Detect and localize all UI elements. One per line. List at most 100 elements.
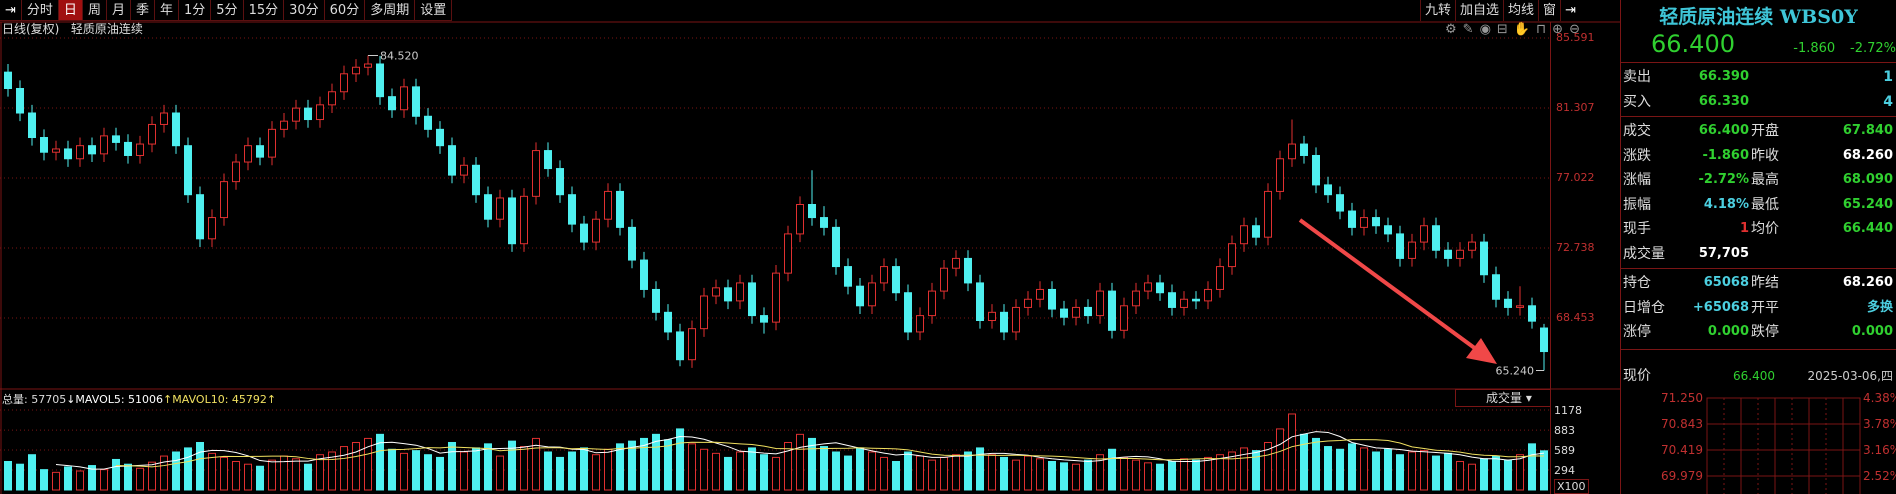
candle	[328, 83, 336, 114]
volume-bar	[1432, 455, 1440, 491]
zoom-in-icon[interactable]: ⊕	[1552, 22, 1564, 37]
volume-bar	[1180, 458, 1188, 491]
candle	[1000, 304, 1008, 341]
candle	[676, 323, 684, 367]
toolbar-button[interactable]: 窗	[1538, 0, 1560, 21]
volume-bar	[1300, 433, 1308, 491]
volume-bar	[580, 447, 588, 491]
period-tab[interactable]: 季	[131, 0, 155, 20]
quote-qty: 4	[1883, 93, 1893, 110]
quote-value: 66.390	[1698, 69, 1749, 84]
candle	[376, 55, 384, 105]
candle	[880, 258, 888, 292]
period-tab[interactable]: 60分	[325, 0, 366, 20]
mini-price-tick: 70.843	[1661, 417, 1703, 431]
toolbar-button[interactable]: 九转	[1420, 0, 1455, 21]
volume-bar	[604, 448, 612, 491]
candle	[4, 63, 12, 97]
quote-row: 现手 1 均价 66.440	[1621, 217, 1896, 242]
volume-bar	[832, 451, 840, 491]
candle	[1348, 202, 1356, 236]
volume-bar	[676, 428, 684, 491]
volume-bar	[928, 459, 936, 491]
candle	[160, 104, 168, 133]
period-tab[interactable]: 日	[58, 0, 83, 20]
candle	[1132, 282, 1140, 314]
candle	[508, 189, 516, 252]
volume-bar	[364, 437, 372, 491]
period-tab[interactable]: 周	[83, 0, 107, 20]
volume-bar	[484, 443, 492, 491]
candle	[1468, 233, 1476, 259]
period-tab[interactable]: 年	[155, 0, 179, 20]
candle	[1012, 299, 1020, 341]
quote-label: 买入	[1623, 93, 1651, 110]
quote-value: 68.090	[1842, 172, 1893, 187]
candle	[1048, 281, 1056, 318]
period-tab[interactable]: 月	[107, 0, 131, 20]
toolbar-button[interactable]: 均线	[1503, 0, 1538, 21]
period-tab[interactable]: 30分	[284, 0, 325, 20]
volume-bar	[244, 463, 252, 491]
quote-value: 66.440	[1842, 221, 1893, 236]
period-tab[interactable]: 1分	[179, 0, 212, 20]
indicator-selector[interactable]: 成交量 ▾	[1455, 389, 1550, 407]
expand-icon[interactable]: ⇥	[1560, 0, 1580, 21]
candle	[952, 250, 960, 277]
now-label: 现价	[1623, 367, 1651, 384]
period-tab[interactable]: 分时	[22, 0, 59, 20]
quote-value: 67.840	[1842, 123, 1893, 138]
zoom-out-icon[interactable]: ⊖	[1569, 22, 1580, 37]
candlestick-chart[interactable]: 84.520 65.240	[0, 0, 1620, 494]
collapse-icon[interactable]: ⇥	[0, 0, 22, 20]
gear-icon[interactable]: ⚙	[1445, 22, 1457, 37]
volume-bar	[724, 456, 732, 491]
candle	[1228, 235, 1236, 275]
lock-icon[interactable]: ⊓	[1536, 22, 1547, 37]
candle	[688, 320, 696, 368]
volume-bar	[772, 456, 780, 491]
period-tab[interactable]: 多周期	[365, 0, 416, 20]
mavol10: ↑MAVOL10: 45792↑	[163, 393, 277, 406]
volume-bar	[1204, 456, 1212, 491]
candle	[640, 251, 648, 298]
volume-bar	[1060, 462, 1068, 491]
volume-bar	[208, 452, 216, 491]
candle	[1384, 217, 1392, 243]
volume-bar	[820, 446, 828, 491]
volume-bar	[568, 451, 576, 491]
volume-bar	[1276, 428, 1284, 491]
eye-icon[interactable]: ◉	[1479, 22, 1491, 37]
period-tab[interactable]: 15分	[244, 0, 285, 20]
period-tab[interactable]: 5分	[211, 0, 244, 20]
volume-bar	[1120, 456, 1128, 491]
candle	[1300, 135, 1308, 164]
candle	[1072, 299, 1080, 326]
volume-bar	[844, 455, 852, 491]
candle	[1444, 242, 1452, 267]
volume-bar	[1168, 460, 1176, 491]
candle	[1540, 323, 1548, 371]
volume-bar	[856, 447, 864, 491]
hand-icon[interactable]: ✋	[1513, 22, 1530, 37]
period-tab[interactable]: 设置	[415, 0, 453, 20]
candle	[1060, 300, 1068, 326]
max-price-label: 84.520	[380, 49, 419, 62]
volume-bar	[1504, 459, 1512, 491]
volume-bar	[1036, 458, 1044, 491]
candle	[712, 279, 720, 305]
candle	[16, 80, 24, 122]
volume-bar	[1108, 448, 1116, 491]
volume-bar	[940, 456, 948, 491]
quote-label: 最高	[1751, 172, 1779, 188]
volume-bar	[892, 460, 900, 491]
toolbar-button[interactable]: 加自选	[1455, 0, 1503, 21]
quote-label: 均价	[1751, 221, 1779, 237]
volume-bar	[472, 447, 480, 491]
toolbox-icon[interactable]: ⊟	[1496, 22, 1508, 37]
volume-bar	[1336, 448, 1344, 491]
feather-icon[interactable]: ✎	[1462, 22, 1474, 37]
candle	[1396, 225, 1404, 267]
candle	[1504, 291, 1512, 316]
mini-price-tick: 69.979	[1661, 469, 1703, 483]
